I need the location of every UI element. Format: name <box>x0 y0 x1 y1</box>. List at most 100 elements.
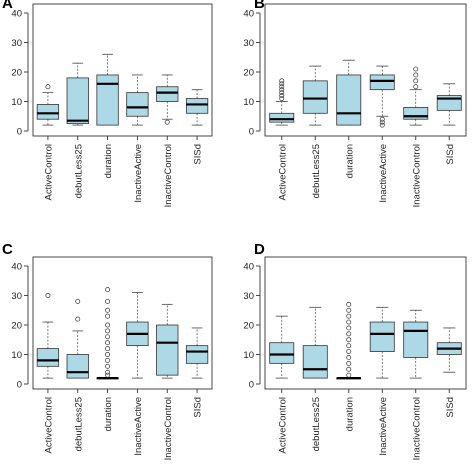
y-tick-label: 0 <box>249 127 254 138</box>
box-inactiveactive <box>369 65 395 128</box>
box-debutless25 <box>302 65 328 126</box>
box-duration <box>336 301 362 380</box>
outlier-point <box>346 325 352 331</box>
panel-a: A 0 10 20 30 40 ActiveControl debutLess25 durati… <box>2 0 213 207</box>
outlier-point <box>105 363 111 369</box>
x-tick-label: ActiveControl <box>277 397 288 454</box>
box-body <box>66 77 89 125</box>
outlier-point <box>105 307 111 313</box>
outlier-point <box>346 307 352 313</box>
outlier-point <box>105 322 111 328</box>
outlier-point <box>105 352 111 357</box>
box-activecontrol <box>36 293 60 379</box>
box-body <box>269 112 295 123</box>
outlier-point <box>279 90 285 96</box>
outlier-point <box>379 116 385 122</box>
box-body <box>156 324 179 376</box>
outlier-point <box>379 122 385 128</box>
x-tick-label: duration <box>344 144 355 178</box>
box-body <box>269 342 295 364</box>
y-tick-label: 40 <box>11 9 22 20</box>
box-sisd <box>436 327 462 373</box>
y-tick-label: 40 <box>243 9 254 20</box>
x-tick-label: InactiveControl <box>163 144 174 207</box>
box-inactivecontrol <box>403 66 429 126</box>
y-tick-label: 20 <box>11 68 22 79</box>
box-activecontrol <box>269 78 295 126</box>
outlier-point <box>346 349 352 354</box>
y-tick-label: 10 <box>243 350 254 361</box>
x-tick-label: InactiveActive <box>133 397 144 456</box>
outlier-point <box>105 369 111 375</box>
outlier-point <box>279 84 285 90</box>
outlier-point <box>346 313 352 319</box>
x-tick-label: debutLess25 <box>311 144 322 198</box>
y-tick-label: 20 <box>243 321 254 332</box>
x-tick-label: debutLess25 <box>73 397 84 451</box>
outlier-point <box>105 287 111 293</box>
outlier-point <box>279 96 285 102</box>
box-debutless25 <box>66 298 89 379</box>
x-tick-label: debutLess25 <box>73 144 84 198</box>
outlier-point <box>105 346 111 352</box>
box-body <box>185 345 209 364</box>
box-body <box>36 104 60 120</box>
x-tick-label: InactiveActive <box>378 144 389 203</box>
outlier-point <box>164 119 170 125</box>
x-tick-label: ActiveControl <box>43 144 54 201</box>
y-tick-label: 10 <box>11 350 22 361</box>
box-inactivecontrol <box>156 74 179 125</box>
x-tick-label: SISd <box>445 397 456 418</box>
box-body <box>403 321 429 358</box>
outlier-point <box>413 72 419 78</box>
plot-frame <box>264 256 467 390</box>
outlier-point <box>105 334 111 340</box>
y-tick-label: 30 <box>243 291 254 302</box>
y-tick-label: 20 <box>11 321 22 332</box>
box-duration <box>96 53 119 126</box>
x-tick-label: InactiveActive <box>378 397 389 456</box>
panel-letter: D <box>254 241 265 258</box>
x-tick-label: InactiveControl <box>411 397 422 460</box>
plot-frame <box>32 256 213 390</box>
outlier-point <box>45 84 51 90</box>
x-tick-label: SISd <box>193 144 204 165</box>
x-tick-label: InactiveControl <box>163 397 174 460</box>
panel-c: C 0 10 20 30 40 ActiveControl debutLess25 durati… <box>2 241 213 460</box>
x-tick-label: ActiveControl <box>277 144 288 201</box>
box-body <box>369 321 395 352</box>
outlier-point <box>413 84 419 90</box>
outlier-point <box>75 316 81 322</box>
outlier-point <box>346 360 352 366</box>
box-inactivecontrol <box>156 303 179 379</box>
outlier-point <box>346 355 352 360</box>
outlier-point <box>45 293 51 298</box>
panel-d: D 0 10 20 30 40 ActiveControl debutLess25 durati… <box>243 241 467 460</box>
panel-letter: A <box>2 0 13 12</box>
x-tick-label: InactiveControl <box>411 144 422 207</box>
y-tick-label: 0 <box>17 127 22 138</box>
x-tick-label: SISd <box>193 397 204 418</box>
outlier-point <box>346 366 352 372</box>
box-body <box>302 80 328 114</box>
box-body <box>185 98 209 114</box>
box-body <box>369 74 395 91</box>
x-tick-label: InactiveActive <box>133 144 144 203</box>
box-debutless25 <box>302 306 328 379</box>
outlier-point <box>75 298 81 304</box>
box-sisd <box>185 327 209 379</box>
outlier-point <box>346 372 352 378</box>
box-body <box>96 74 119 126</box>
y-tick-label: 10 <box>11 97 22 108</box>
box-sisd <box>185 89 209 126</box>
box-body <box>156 86 179 102</box>
panel-b: B 0 10 20 30 40 ActiveControl debutLess25 durati… <box>243 0 467 207</box>
y-tick-label: 40 <box>243 262 254 273</box>
outlier-point <box>346 319 352 325</box>
y-tick-label: 30 <box>11 38 22 49</box>
outlier-point <box>413 66 419 72</box>
x-tick-label: duration <box>103 397 114 431</box>
y-tick-label: 40 <box>11 262 22 273</box>
box-activecontrol <box>269 315 295 379</box>
